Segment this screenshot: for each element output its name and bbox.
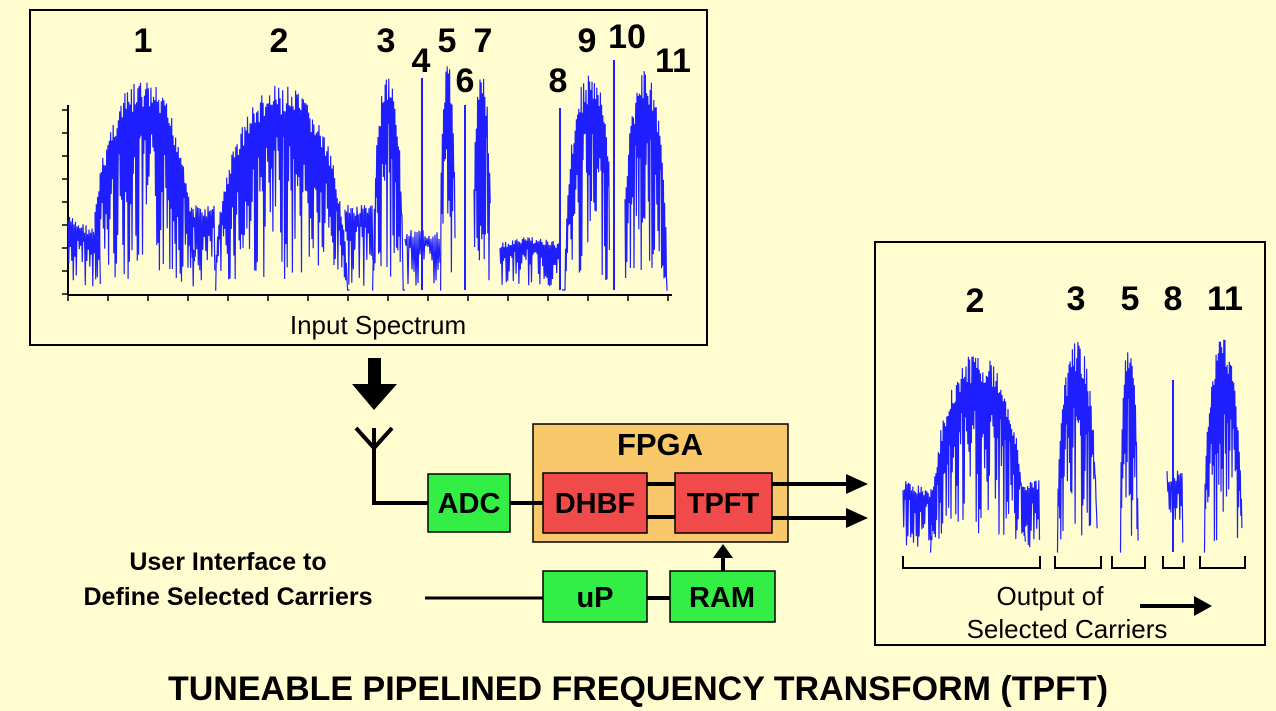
fpga-label: FPGA — [617, 427, 703, 462]
spectrum-path — [1203, 339, 1243, 553]
output-brackets — [902, 556, 1246, 569]
carrier-label-2: 2 — [270, 22, 289, 60]
adc-block: ADC — [427, 473, 511, 533]
down-arrow — [352, 358, 397, 410]
output-arrows — [772, 474, 868, 528]
carrier-label-5: 5 — [438, 22, 457, 60]
spectrum-path — [189, 205, 216, 281]
output-label-3: 3 — [1067, 280, 1086, 318]
user-interface-line2: Define Selected Carriers — [83, 583, 372, 611]
dhbf-label: DHBF — [555, 488, 636, 520]
spectrum-path — [562, 75, 610, 291]
output-spectrum-trace — [902, 339, 1243, 553]
output-label-8: 8 — [1164, 280, 1183, 318]
carrier-label-3: 3 — [377, 22, 396, 60]
carrier-label-4: 4 — [412, 42, 431, 80]
up-label: uP — [576, 582, 613, 614]
spectrum-path — [344, 204, 374, 286]
spectrum-path — [94, 82, 196, 287]
spectrum-path — [473, 78, 491, 281]
carrier-label-11: 11 — [655, 42, 691, 80]
carrier-label-6: 6 — [456, 62, 475, 100]
spectrum-path — [902, 481, 936, 547]
spectrum-path — [215, 85, 350, 291]
input-spectrum-trace — [67, 60, 668, 291]
spectrum-path — [1119, 352, 1139, 553]
output-label-2: 2 — [966, 282, 985, 320]
up-block: uP — [542, 570, 648, 623]
tpft-block: TPFT — [674, 472, 773, 534]
carrier-label-10: 10 — [608, 18, 646, 56]
diagram-title: TUNEABLE PIPELINED FREQUENCY TRANSFORM (… — [168, 670, 1108, 708]
spectrum-path — [624, 71, 668, 291]
ram-block: RAM — [669, 570, 776, 623]
output-panel: 2 3 5 8 11 Output of Selected Carriers — [874, 241, 1266, 646]
dhbf-block: DHBF — [542, 472, 648, 534]
antenna-icon — [354, 426, 430, 505]
ram-to-tpft-arrow — [713, 544, 733, 571]
input-carrier-labels: 1 2 3 4 5 6 7 8 9 10 11 — [134, 18, 691, 100]
carrier-label-7: 7 — [474, 22, 493, 60]
output-label-5: 5 — [1121, 280, 1140, 318]
user-interface-label: User Interface to Define Selected Carrie… — [83, 548, 372, 611]
spectrum-path — [1166, 470, 1184, 543]
input-spectrum-panel: 1 2 3 4 5 6 7 8 9 10 11 Input Spectrum — [29, 9, 708, 346]
output-right-arrow — [1140, 596, 1212, 616]
output-label-11: 11 — [1207, 280, 1243, 318]
output-carrier-labels: 2 3 5 8 11 — [966, 280, 1243, 320]
spectrum-path — [1021, 480, 1041, 548]
input-axes — [62, 105, 672, 301]
spectrum-path — [930, 356, 1026, 553]
output-caption-line1: Output of — [997, 581, 1105, 611]
carrier-label-1: 1 — [134, 22, 153, 60]
output-caption-line2: Selected Carriers — [967, 614, 1168, 644]
spectrum-path — [372, 78, 405, 291]
adc-label: ADC — [438, 488, 501, 520]
user-interface-line1: User Interface to — [129, 548, 326, 576]
spectrum-path — [440, 66, 456, 291]
carrier-label-8: 8 — [549, 62, 568, 100]
input-spectrum-caption: Input Spectrum — [290, 310, 466, 340]
tpft-label: TPFT — [687, 488, 760, 520]
carrier-label-9: 9 — [578, 22, 597, 60]
spectrum-path — [1056, 341, 1098, 553]
spectrum-path — [404, 229, 441, 286]
ram-label: RAM — [689, 582, 755, 614]
spectrum-path — [499, 237, 561, 287]
